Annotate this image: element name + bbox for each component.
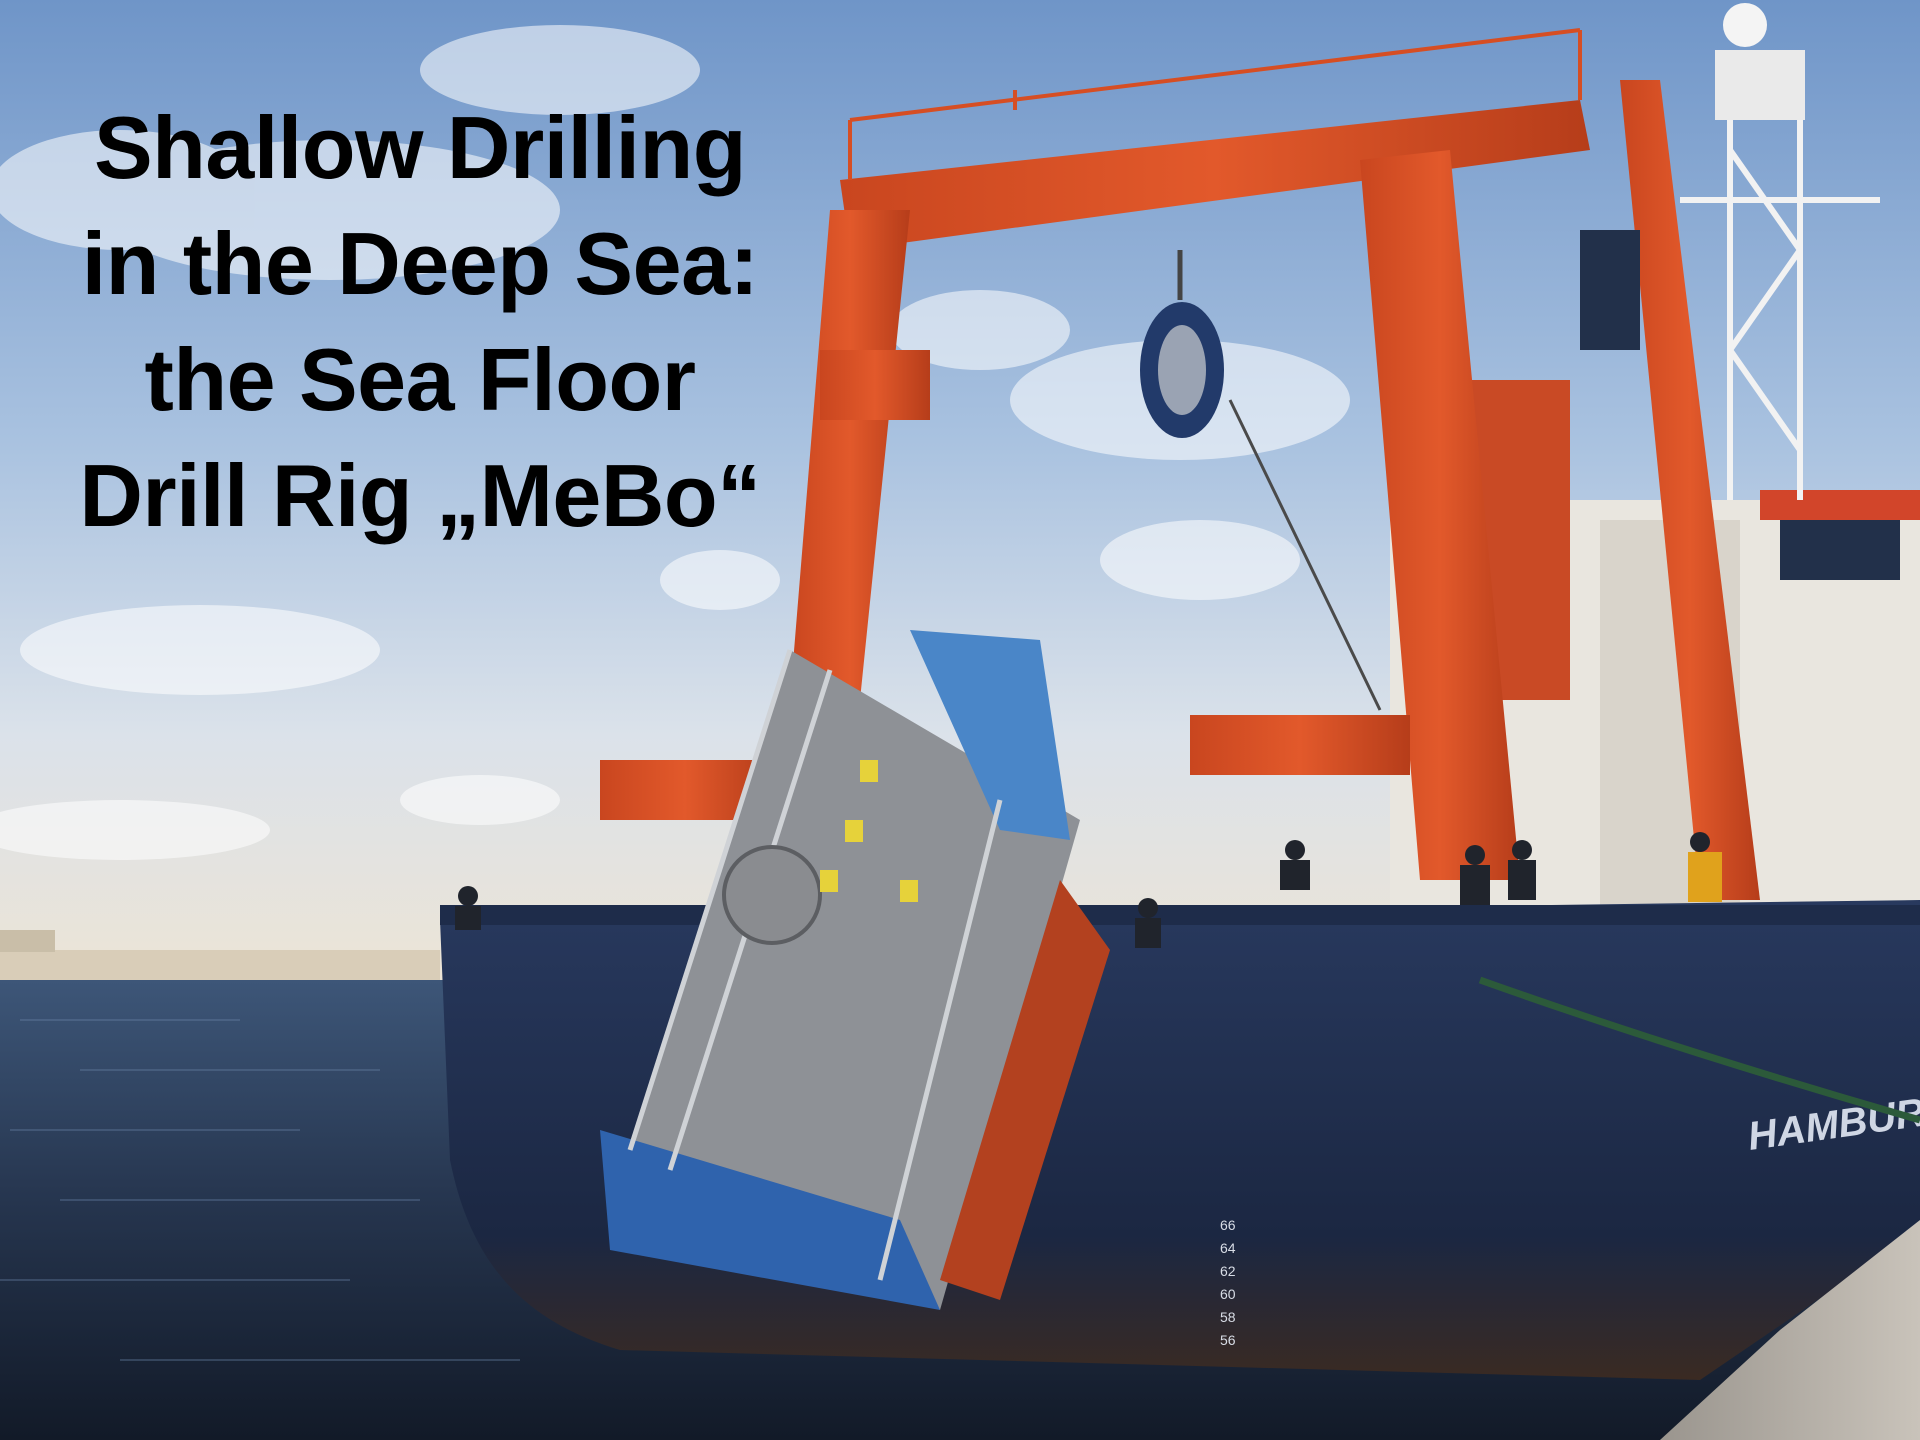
a-frame bbox=[600, 100, 1590, 880]
title-line-3: the Sea Floor bbox=[144, 330, 696, 429]
svg-text:62: 62 bbox=[1220, 1263, 1236, 1279]
clouds bbox=[0, 25, 1350, 860]
svg-text:64: 64 bbox=[1220, 1240, 1236, 1256]
crew bbox=[455, 832, 1722, 948]
quay bbox=[1660, 1220, 1920, 1440]
mooring-line bbox=[1478, 976, 1920, 1124]
title-line-4: Drill Rig „MeBo“ bbox=[79, 446, 761, 545]
title-line-2: in the Deep Sea: bbox=[81, 214, 759, 313]
title-line-1: Shallow Drilling bbox=[93, 98, 747, 197]
mast bbox=[1680, 60, 1880, 500]
slide-title: Shallow Drilling in the Deep Sea: the Se… bbox=[30, 90, 810, 554]
side-crane bbox=[1620, 80, 1760, 900]
svg-text:56: 56 bbox=[1220, 1332, 1236, 1348]
mebo-drill-rig bbox=[600, 630, 1110, 1310]
svg-text:58: 58 bbox=[1220, 1309, 1236, 1325]
draft-marks: 66 64 62 60 58 56 bbox=[1220, 1217, 1236, 1348]
svg-text:66: 66 bbox=[1220, 1217, 1236, 1233]
breakwater bbox=[0, 950, 440, 985]
svg-text:60: 60 bbox=[1220, 1286, 1236, 1302]
